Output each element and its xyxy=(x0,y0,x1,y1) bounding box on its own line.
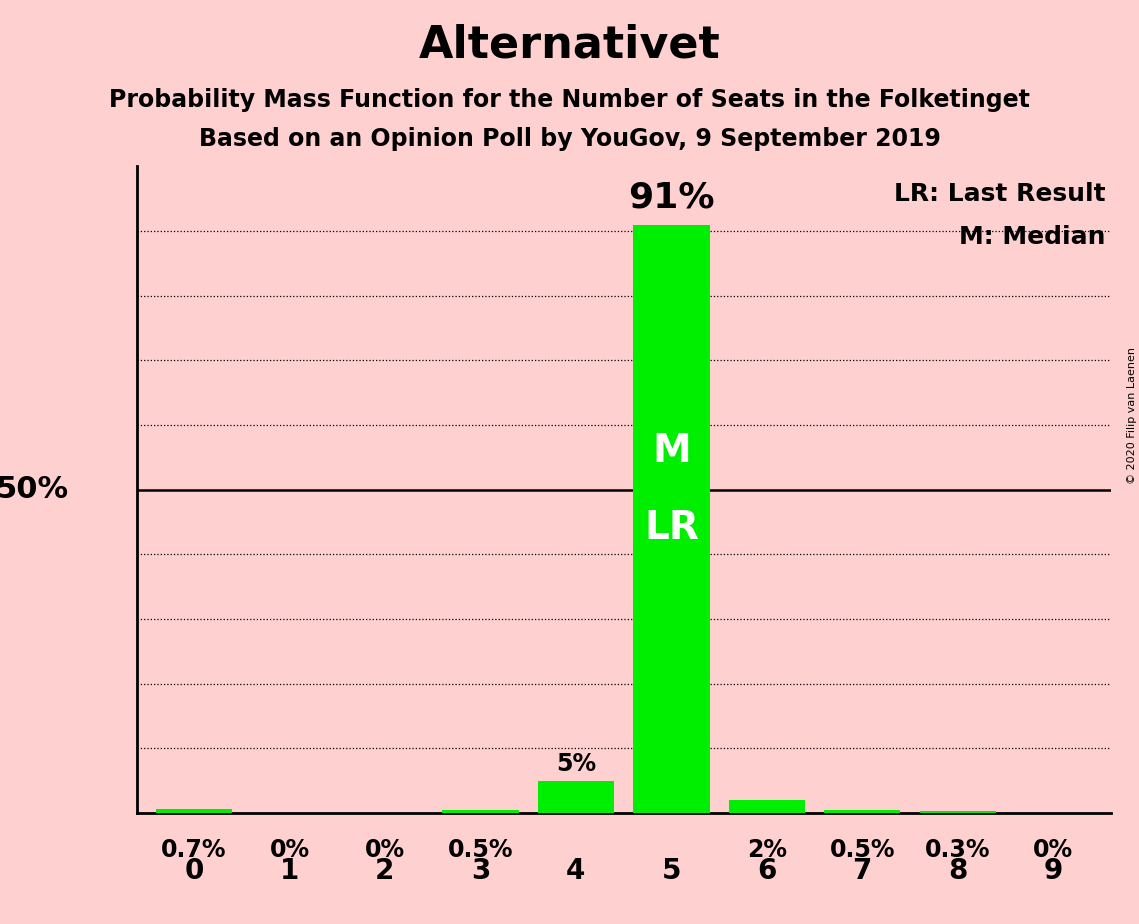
Text: 0.7%: 0.7% xyxy=(162,838,227,862)
Text: 0.3%: 0.3% xyxy=(925,838,991,862)
Text: Probability Mass Function for the Number of Seats in the Folketinget: Probability Mass Function for the Number… xyxy=(109,88,1030,112)
Text: 0.5%: 0.5% xyxy=(829,838,895,862)
Text: 91%: 91% xyxy=(628,181,714,215)
Text: 50%: 50% xyxy=(0,475,68,505)
Bar xyxy=(919,811,995,813)
Text: 0%: 0% xyxy=(364,838,405,862)
Text: 0.5%: 0.5% xyxy=(448,838,514,862)
Text: LR: Last Result: LR: Last Result xyxy=(894,183,1106,206)
Text: 2%: 2% xyxy=(747,838,787,862)
Bar xyxy=(633,225,710,813)
Text: M: M xyxy=(652,432,690,470)
Bar xyxy=(825,809,901,813)
Bar xyxy=(729,800,805,813)
Text: LR: LR xyxy=(644,509,699,547)
Text: M: Median: M: Median xyxy=(959,225,1106,249)
Bar xyxy=(442,809,518,813)
Text: Based on an Opinion Poll by YouGov, 9 September 2019: Based on an Opinion Poll by YouGov, 9 Se… xyxy=(198,127,941,151)
Text: 0%: 0% xyxy=(270,838,310,862)
Text: 0%: 0% xyxy=(1033,838,1073,862)
Text: Alternativet: Alternativet xyxy=(419,23,720,67)
Text: 5%: 5% xyxy=(556,751,596,775)
Text: © 2020 Filip van Laenen: © 2020 Filip van Laenen xyxy=(1126,347,1137,484)
Bar xyxy=(156,808,232,813)
Bar xyxy=(538,781,614,813)
